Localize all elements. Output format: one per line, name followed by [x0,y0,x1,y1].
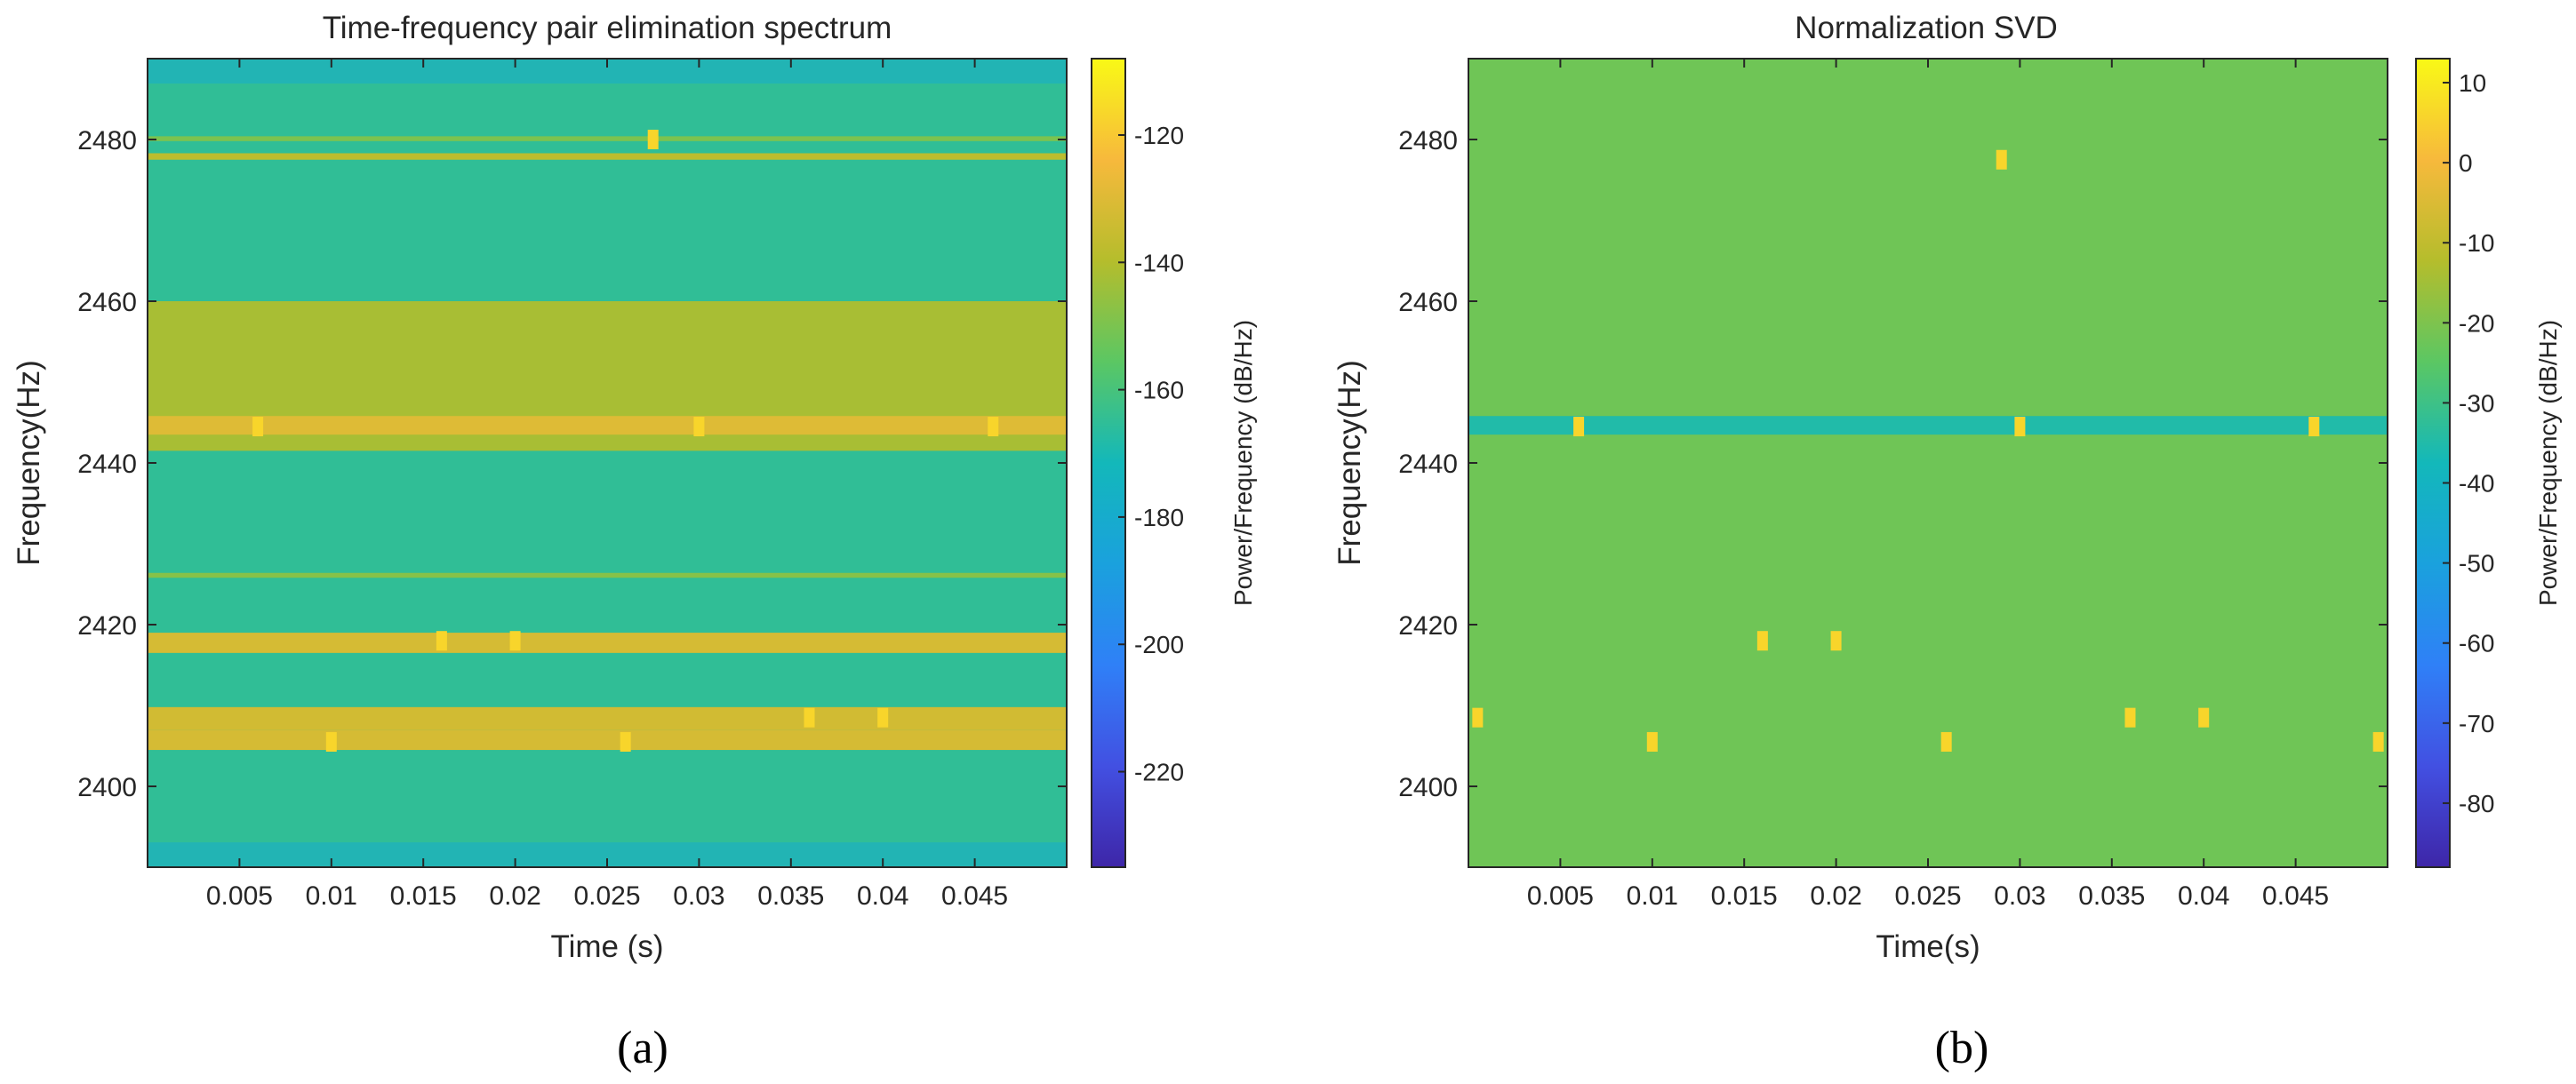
heatmap-marker [436,631,447,651]
x-axis-label-a: Time (s) [550,929,663,964]
heatmap-marker [2308,417,2320,437]
y-tick-label: 2440 [1398,450,1458,479]
heatmap-marker [325,731,337,752]
heatmap-marker [1472,707,1484,728]
heatmap-marker [509,631,521,651]
colorbar-tick-label: 10 [2459,69,2486,97]
caption-a: (a) [617,1023,668,1073]
x-tick-label: 0.015 [390,881,457,911]
x-tick-label: 0.025 [1894,881,1961,911]
heatmap-b [1468,59,2388,867]
heatmap-marker [647,130,659,149]
heatmap-band [1468,416,2388,435]
colorbar-tick-label: -200 [1134,631,1184,658]
y-ticks-a: 2400 2420 2440 2460 2480 [77,126,1067,802]
y-ticks-b: 2400 2420 2440 2460 2480 [1398,126,2388,802]
x-tick-label: 0.04 [857,881,908,911]
heatmap-marker [1996,149,2007,170]
heatmap-marker [620,731,631,752]
x-tick-label: 0.03 [1994,881,2045,911]
x-tick-label: 0.03 [673,881,724,911]
heatmap-band [148,706,1067,730]
colorbar-tick-label: -70 [2459,710,2494,737]
heatmap-marker [2372,731,2384,752]
colorbar-ticks-b: -80 -70 -60 -50 -40 -30 -20 -10 0 10 [2443,69,2494,817]
heatmap-marker [1830,631,1842,651]
colorbar-tick-label: -140 [1134,249,1184,276]
x-axis-label-b: Time(s) [1876,929,1980,964]
y-axis-label-a: Frequency(Hz) [12,360,46,565]
heatmap-band [148,136,1067,141]
heatmap-a [148,59,1067,867]
x-tick-label: 0.045 [941,881,1008,911]
heatmap-marker [693,417,705,437]
heatmap-marker [252,417,264,437]
y-tick-label: 2480 [77,126,137,155]
heatmap-marker [988,417,999,437]
colorbar-tick-label: -60 [2459,630,2494,658]
x-tick-label: 0.005 [1527,881,1594,911]
y-tick-label: 2460 [77,288,137,317]
colorbar-ticks-a: -220 -200 -180 -160 -140 -120 [1118,122,1184,786]
colorbar-tick-label: -180 [1134,504,1184,531]
heatmap-background [1468,59,2388,867]
colorbar-label-a: Power/Frequency (dB/Hz) [1229,320,1257,606]
y-tick-label: 2480 [1398,126,1458,155]
y-tick-label: 2420 [77,611,137,641]
y-axis-label-b: Frequency(Hz) [1332,360,1367,565]
x-tick-label: 0.015 [1711,881,1778,911]
heatmap-marker [1646,731,1658,752]
heatmap-marker [2198,707,2210,728]
panel-b-normalization-svd: Normalization SVD 0.005 0.01 0.015 0.02 0.02… [1332,11,2562,964]
caption-b: (b) [1935,1023,1989,1073]
y-tick-label: 2440 [77,450,137,479]
y-tick-label: 2420 [1398,611,1458,641]
y-tick-label: 2460 [1398,288,1458,317]
chart-title-a: Time-frequency pair elimination spectrum [323,11,892,45]
heatmap-band [148,572,1067,578]
x-tick-label: 0.045 [2262,881,2329,911]
x-tick-label: 0.02 [1810,881,1861,911]
heatmap-marker [877,707,889,728]
colorbar-label-b: Power/Frequency (dB/Hz) [2534,320,2562,606]
colorbar-tick-label: -220 [1134,759,1184,786]
colorbar-tick-label: -80 [2459,790,2494,817]
x-tick-label: 0.01 [1627,881,1678,911]
x-tick-label: 0.025 [573,881,640,911]
heatmap-marker [1940,731,1952,752]
heatmap-band [148,633,1067,653]
colorbar-tick-label: -10 [2459,229,2494,257]
x-tick-label: 0.005 [206,881,273,911]
colorbar-tick-label: 0 [2459,149,2473,177]
heatmap-marker [2124,707,2136,728]
x-ticks-b: 0.005 0.01 0.015 0.02 0.025 0.03 0.035 0.04 0.04… [1527,59,2329,911]
y-tick-label: 2400 [77,773,137,802]
heatmap-marker [2014,417,2026,437]
colorbar-tick-label: -50 [2459,550,2494,578]
colorbar-a [1091,58,1126,868]
colorbar-b [2415,58,2451,868]
colorbar-tick-label: -30 [2459,389,2494,417]
colorbar-tick-label: -160 [1134,377,1184,404]
colorbar-tick-label: -40 [2459,470,2494,498]
x-tick-label: 0.01 [306,881,357,911]
x-tick-label: 0.04 [2178,881,2229,911]
x-tick-label: 0.035 [757,881,824,911]
heatmap-band [148,416,1067,435]
colorbar-tick-label: -20 [2459,309,2494,337]
x-tick-label: 0.02 [489,881,540,911]
y-tick-label: 2400 [1398,773,1458,802]
panel-a-spectrogram: Time-frequency pair elimination spectrum… [12,11,1257,964]
heatmap-marker [1573,417,1585,437]
heatmap-marker [1756,631,1768,651]
heatmap-band [148,729,1067,751]
heatmap-band [148,153,1067,160]
heatmap-marker [804,707,815,728]
x-ticks-a: 0.005 0.01 0.015 0.02 0.025 0.03 0.035 0.04 0.04… [206,59,1008,911]
x-tick-label: 0.035 [2078,881,2145,911]
colorbar-tick-label: -120 [1134,122,1184,149]
chart-title-b: Normalization SVD [1795,11,2058,45]
